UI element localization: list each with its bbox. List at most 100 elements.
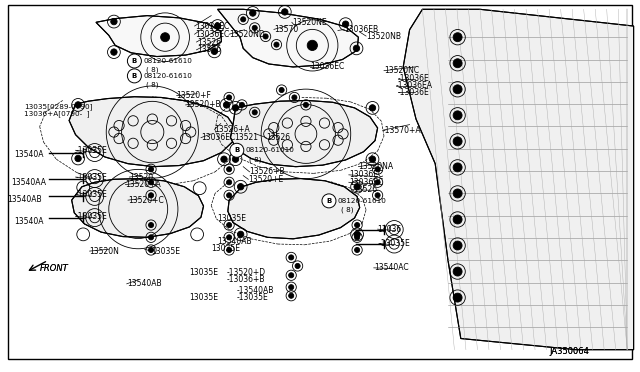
Text: -13520+D: -13520+D bbox=[227, 268, 266, 277]
Circle shape bbox=[453, 189, 462, 198]
Circle shape bbox=[161, 33, 170, 42]
Text: 13526: 13526 bbox=[266, 133, 291, 142]
Text: 13540A: 13540A bbox=[14, 217, 44, 226]
Circle shape bbox=[75, 155, 81, 162]
Circle shape bbox=[239, 102, 244, 108]
Text: -13036EA: -13036EA bbox=[396, 81, 433, 90]
Text: ( 8): ( 8) bbox=[147, 67, 159, 73]
Text: 13520+A: 13520+A bbox=[125, 180, 161, 189]
Circle shape bbox=[279, 87, 284, 93]
Circle shape bbox=[453, 85, 462, 94]
Circle shape bbox=[453, 241, 462, 250]
Text: B: B bbox=[132, 73, 137, 79]
Circle shape bbox=[453, 215, 462, 224]
Polygon shape bbox=[230, 100, 378, 167]
Text: 13035E: 13035E bbox=[151, 247, 180, 256]
Polygon shape bbox=[403, 9, 634, 350]
Text: 08120-61610: 08120-61610 bbox=[143, 73, 192, 79]
Circle shape bbox=[148, 180, 154, 185]
Text: 13036+A[0790-  ]: 13036+A[0790- ] bbox=[24, 110, 90, 117]
Text: 13035E: 13035E bbox=[189, 293, 218, 302]
Circle shape bbox=[289, 255, 294, 260]
Text: 13540AC: 13540AC bbox=[374, 263, 408, 272]
Text: 13521: 13521 bbox=[234, 133, 259, 142]
Circle shape bbox=[241, 17, 246, 22]
Circle shape bbox=[148, 235, 154, 240]
Text: 13520: 13520 bbox=[129, 173, 154, 182]
Circle shape bbox=[322, 194, 336, 208]
Circle shape bbox=[263, 34, 268, 39]
Circle shape bbox=[111, 18, 117, 25]
Text: JA350064: JA350064 bbox=[549, 347, 589, 356]
Circle shape bbox=[289, 293, 294, 298]
Text: 13036EB: 13036EB bbox=[344, 25, 378, 34]
Text: -13035E: -13035E bbox=[76, 212, 108, 221]
Circle shape bbox=[230, 143, 244, 157]
Text: ( 8): ( 8) bbox=[249, 156, 261, 163]
Text: 13526+B: 13526+B bbox=[250, 167, 285, 176]
Text: -13035E: -13035E bbox=[76, 190, 108, 199]
Text: 13036EC: 13036EC bbox=[195, 22, 230, 31]
Text: -13570+A: -13570+A bbox=[383, 126, 421, 135]
Text: 13036: 13036 bbox=[378, 225, 402, 234]
Text: B: B bbox=[132, 58, 137, 64]
Text: 13540A: 13540A bbox=[14, 150, 44, 159]
Text: 13520+B: 13520+B bbox=[186, 100, 221, 109]
Circle shape bbox=[148, 167, 154, 172]
Circle shape bbox=[355, 222, 360, 228]
Text: 13540AB: 13540AB bbox=[8, 195, 42, 204]
Text: 13035E: 13035E bbox=[211, 244, 240, 253]
Circle shape bbox=[223, 102, 230, 108]
Polygon shape bbox=[96, 16, 221, 57]
Circle shape bbox=[227, 235, 232, 240]
Circle shape bbox=[355, 247, 360, 253]
Circle shape bbox=[369, 156, 376, 163]
Circle shape bbox=[453, 33, 462, 42]
Circle shape bbox=[127, 54, 141, 68]
Text: -13035E: -13035E bbox=[379, 239, 411, 248]
Circle shape bbox=[354, 183, 360, 190]
Circle shape bbox=[369, 105, 376, 111]
Circle shape bbox=[307, 40, 317, 51]
Text: -13540AB: -13540AB bbox=[237, 286, 274, 295]
Circle shape bbox=[227, 167, 232, 172]
Text: ( 8): ( 8) bbox=[147, 81, 159, 88]
Text: 08120-61610: 08120-61610 bbox=[143, 58, 192, 64]
Text: 13520NA: 13520NA bbox=[358, 162, 394, 171]
Polygon shape bbox=[228, 179, 360, 239]
Circle shape bbox=[354, 231, 360, 238]
Circle shape bbox=[127, 69, 141, 83]
Circle shape bbox=[227, 247, 232, 253]
Text: B: B bbox=[326, 198, 332, 204]
Text: 13520ND: 13520ND bbox=[229, 30, 265, 39]
Text: -13035E: -13035E bbox=[237, 293, 269, 302]
Circle shape bbox=[232, 156, 239, 163]
Circle shape bbox=[111, 49, 117, 55]
Text: 13540AA: 13540AA bbox=[12, 178, 47, 187]
Text: 13520N: 13520N bbox=[90, 247, 120, 256]
Text: B: B bbox=[234, 147, 239, 153]
Text: 13035[0289-0790]: 13035[0289-0790] bbox=[24, 103, 93, 110]
Circle shape bbox=[221, 156, 227, 163]
Circle shape bbox=[292, 95, 297, 100]
Circle shape bbox=[252, 110, 257, 115]
Text: ( 8): ( 8) bbox=[341, 206, 353, 213]
Circle shape bbox=[453, 163, 462, 172]
Circle shape bbox=[237, 231, 244, 238]
Circle shape bbox=[453, 59, 462, 68]
Text: 13036EC: 13036EC bbox=[195, 30, 230, 39]
Text: 13035E: 13035E bbox=[218, 214, 246, 223]
Circle shape bbox=[295, 263, 300, 269]
Circle shape bbox=[274, 42, 279, 47]
Circle shape bbox=[148, 193, 154, 198]
Circle shape bbox=[282, 9, 288, 15]
Text: 13526: 13526 bbox=[197, 45, 221, 54]
Circle shape bbox=[453, 137, 462, 146]
Text: JA350064: JA350064 bbox=[549, 347, 589, 356]
Circle shape bbox=[227, 193, 232, 198]
Circle shape bbox=[237, 183, 244, 190]
Circle shape bbox=[353, 45, 360, 52]
Text: 13520+E: 13520+E bbox=[248, 175, 284, 184]
Text: FRONT: FRONT bbox=[40, 264, 68, 273]
Text: -13036E: -13036E bbox=[398, 74, 430, 83]
